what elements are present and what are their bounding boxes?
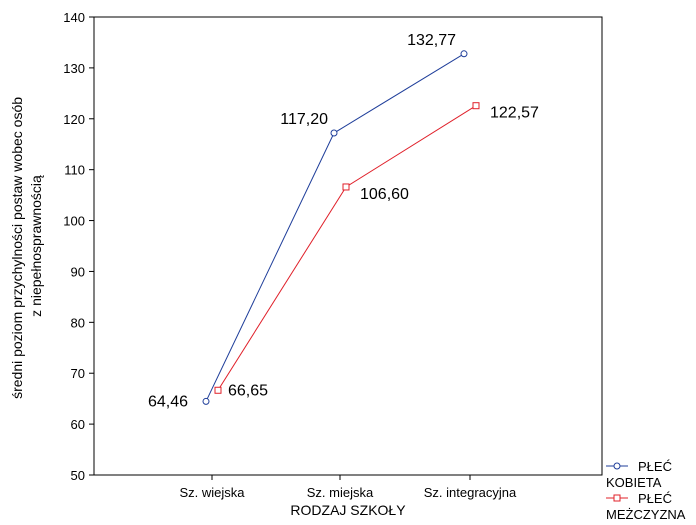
legend-label-kobieta-line-1: PŁEĆ — [638, 459, 672, 474]
y-tick-label: 50 — [71, 468, 85, 483]
y-tick-label: 130 — [63, 61, 85, 76]
legend-marker-kobieta — [614, 463, 620, 469]
y-tick-label: 90 — [71, 264, 85, 279]
data-label: 122,57 — [490, 105, 539, 122]
data-label: 66,65 — [228, 382, 268, 399]
legend-label-kobieta-line-2: KOBIETA — [606, 475, 662, 490]
point-marker — [473, 103, 479, 109]
legend-item-kobieta: PŁEĆ KOBIETA — [606, 459, 672, 490]
point-marker — [461, 51, 467, 57]
series-line-mezczyzna — [218, 106, 476, 391]
legend-label-mezczyzna-line-1: PŁEĆ — [638, 491, 672, 506]
y-tick-label: 80 — [71, 315, 85, 330]
y-axis: 50 60 70 80 90 100 110 120 130 140 — [63, 10, 94, 483]
y-tick-label: 60 — [71, 417, 85, 432]
legend-marker-mezczyzna — [614, 495, 620, 501]
data-label: 117,20 — [280, 111, 328, 128]
data-label: 106,60 — [360, 186, 409, 203]
x-tick-label: Sz. miejska — [307, 485, 374, 500]
legend-label-mezczyzna-line-2: MEŻCZYZNA — [606, 507, 686, 522]
data-label: 132,77 — [407, 32, 456, 49]
x-axis: Sz. wiejska Sz. miejska Sz. integracyjna — [179, 475, 517, 500]
legend-item-mezczyzna: PŁEĆ MEŻCZYZNA — [606, 491, 686, 522]
y-tick-label: 120 — [63, 112, 85, 127]
y-tick-label: 100 — [63, 214, 85, 229]
point-marker — [215, 387, 221, 393]
y-tick-label: 140 — [63, 10, 85, 25]
data-labels: 64,46 117,20 132,77 66,65 106,60 122,57 — [148, 32, 539, 411]
series-line-kobieta — [206, 54, 464, 402]
point-marker — [331, 130, 337, 136]
y-tick-label: 70 — [71, 366, 85, 381]
legend: PŁEĆ KOBIETA PŁEĆ MEŻCZYZNA — [606, 459, 686, 522]
y-axis-title-line-2: z niepełnosprawnością — [28, 175, 44, 317]
y-axis-title: średni poziom przychylności postaw wobec… — [9, 93, 44, 399]
y-tick-label: 110 — [64, 163, 85, 178]
series-layer — [203, 51, 479, 405]
x-tick-label: Sz. integracyjna — [424, 485, 517, 500]
y-axis-title-line-1: średni poziom przychylności postaw wobec… — [9, 97, 25, 399]
x-tick-label: Sz. wiejska — [179, 485, 245, 500]
point-marker — [203, 398, 209, 404]
x-axis-title: RODZAJ SZKOŁY — [290, 502, 406, 518]
data-label: 64,46 — [148, 393, 188, 410]
point-marker — [343, 184, 349, 190]
